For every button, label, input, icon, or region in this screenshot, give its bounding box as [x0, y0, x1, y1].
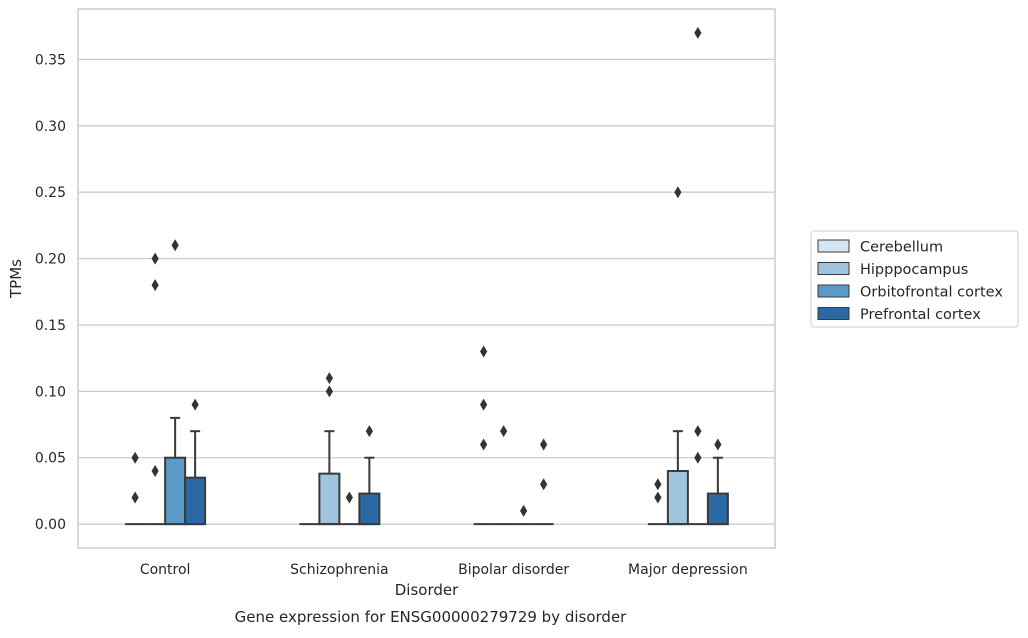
outlier-point: [500, 425, 508, 438]
y-tick-label: 0.00: [35, 517, 66, 533]
box-body: [706, 492, 729, 526]
outlier-point: [151, 465, 159, 477]
grid-lines: [78, 58, 775, 525]
legend-item: Hipppocampus: [817, 262, 968, 278]
box-plot: [318, 372, 341, 526]
outlier-point: [131, 491, 139, 504]
legend-swatch: [817, 284, 850, 298]
y-tick-label: 0.10: [35, 384, 66, 400]
box-plot: [533, 438, 554, 526]
legend-frame: [810, 230, 1019, 328]
y-tick-label: 0.05: [35, 451, 66, 467]
x-tick-label: Major depression: [628, 562, 748, 578]
legend-label: Hipppocampus: [860, 262, 968, 278]
x-tick-label: Control: [140, 562, 191, 578]
plot-area-frame: [77, 8, 776, 549]
outlier-point: [151, 279, 159, 292]
legend-item: Orbitofrontal cortex: [817, 284, 1003, 301]
y-tick-label: 0.35: [35, 52, 66, 68]
outlier-point: [520, 504, 528, 517]
outlier-point: [325, 385, 333, 398]
outlier-point: [654, 478, 662, 491]
legend-swatch: [817, 307, 850, 320]
legend-label: Prefrontal cortex: [860, 307, 981, 323]
box-body: [666, 470, 689, 526]
outlier-point: [674, 186, 682, 199]
legend-swatch: [817, 239, 850, 253]
chart-caption: Gene expression for ENSG00000279729 by d…: [235, 608, 628, 626]
x-axis-ticks: Control Schizophrenia Bipolar disorder Majo…: [140, 562, 748, 578]
y-tick-label: 0.20: [35, 252, 66, 268]
legend-swatch: [817, 262, 850, 275]
y-tick-label: 0.30: [35, 119, 66, 135]
box-plot: [164, 239, 187, 526]
outlier-point: [151, 252, 159, 265]
box-body: [184, 476, 207, 526]
box-plot: [493, 425, 514, 526]
outlier-point: [171, 239, 179, 252]
legend-item: Prefrontal cortex: [817, 307, 981, 323]
legend-item: Cerebellum: [817, 239, 943, 256]
outlier-point: [540, 478, 548, 491]
outlier-point: [694, 451, 702, 464]
outlier-point: [714, 438, 722, 451]
outlier-point: [654, 491, 662, 504]
outlier-point: [540, 438, 548, 451]
x-tick-label: Schizophrenia: [290, 562, 388, 578]
box-plot: [687, 26, 708, 526]
box-plots: [125, 26, 729, 526]
outlier-point: [694, 425, 702, 438]
x-tick-label: Bipolar disorder: [458, 562, 569, 578]
legend-label: Cerebellum: [860, 240, 943, 256]
outlier-point: [480, 438, 488, 451]
x-axis-label: Disorder: [395, 581, 459, 599]
box-plot: [184, 398, 207, 526]
box-body: [318, 472, 341, 526]
y-axis-label: TPMs: [7, 259, 25, 299]
outlier-point: [480, 345, 488, 358]
y-tick-label: 0.15: [35, 318, 66, 334]
y-tick-label: 0.25: [35, 185, 66, 201]
legend-label: Orbitofrontal cortex: [860, 285, 1003, 301]
box-plot: [145, 252, 166, 526]
box-plot: [358, 425, 381, 526]
box-plot: [125, 451, 146, 526]
outlier-point: [480, 398, 488, 411]
box-plot: [339, 491, 360, 526]
outlier-point: [191, 398, 199, 411]
outlier-point: [131, 451, 139, 464]
box-plot: [647, 478, 668, 526]
outlier-point: [365, 425, 373, 438]
outlier-point: [694, 26, 702, 39]
box-body: [358, 492, 381, 526]
y-axis-ticks: 0.00 0.05 0.10 0.15 0.20 0.25 0.30 0.35: [35, 52, 66, 533]
box-plot: [473, 345, 494, 526]
outlier-point: [345, 491, 353, 504]
legend: Cerebellum Hipppocampus Orbitofrontal cort…: [810, 230, 1019, 328]
box-plot: [513, 504, 534, 526]
outlier-point: [325, 372, 333, 385]
box-body: [164, 456, 187, 526]
box-plot: [666, 186, 689, 526]
box-plot: [706, 438, 729, 526]
